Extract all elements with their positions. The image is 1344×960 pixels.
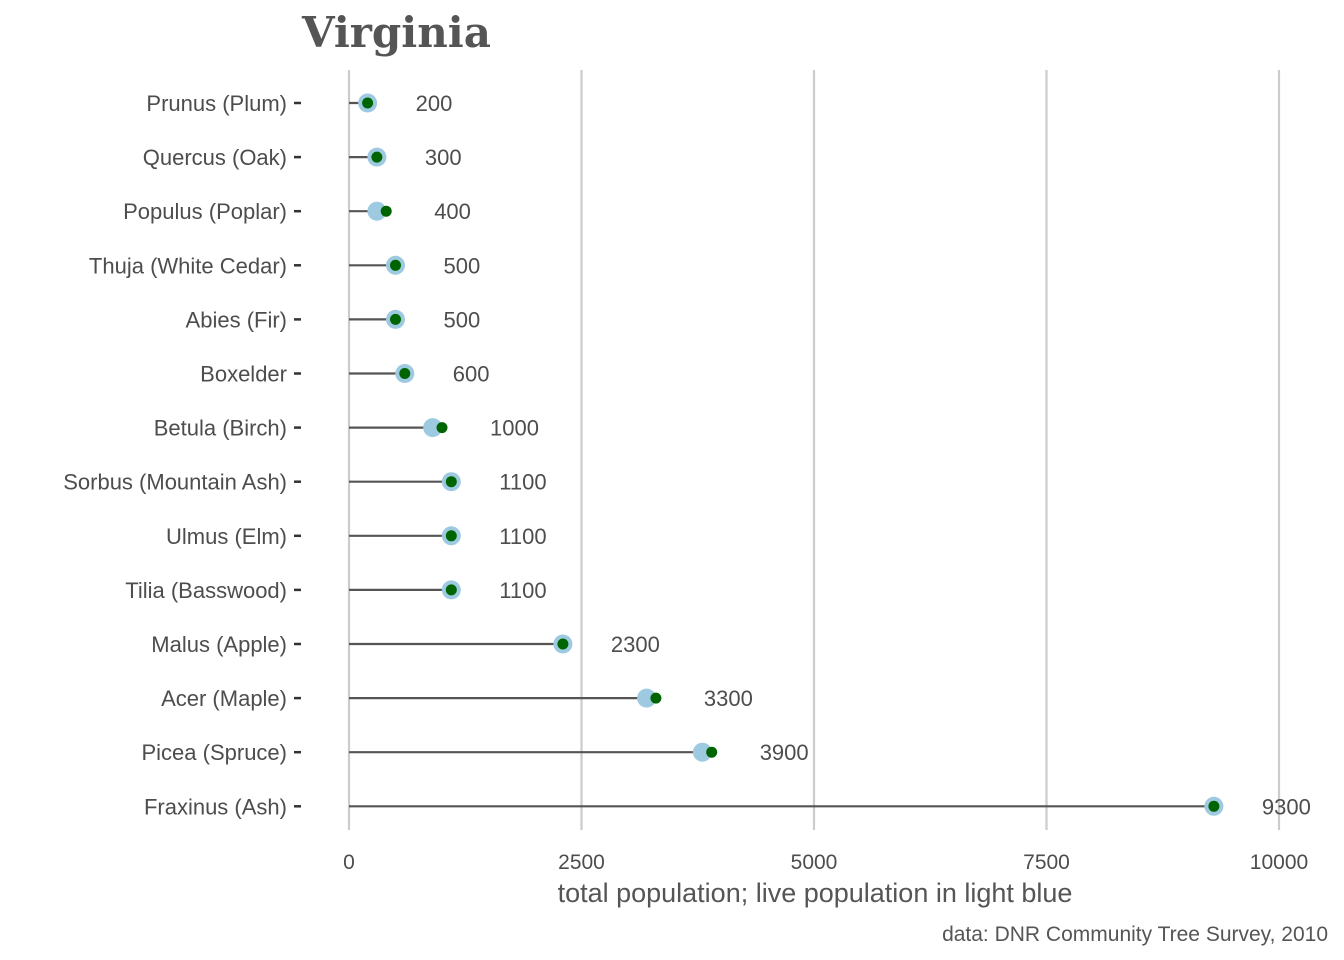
y-tick-label: Fraxinus (Ash) xyxy=(144,794,287,819)
value-label: 300 xyxy=(425,145,462,170)
total-point xyxy=(399,368,411,379)
value-label: 1100 xyxy=(499,524,546,549)
y-tick-label: Populus (Poplar) xyxy=(123,199,287,224)
y-tick-label: Tilia (Basswood) xyxy=(125,578,287,603)
y-tick-label: Prunus (Plum) xyxy=(146,91,287,116)
total-point xyxy=(390,259,401,271)
total-point xyxy=(380,205,392,217)
y-tick-label: Quercus (Oak) xyxy=(143,145,287,170)
total-point xyxy=(445,584,457,596)
total-point xyxy=(557,638,569,650)
y-tick-label: Betula (Birch) xyxy=(154,416,287,441)
value-label: 400 xyxy=(434,199,471,224)
y-tick-label: Abies (Fir) xyxy=(186,307,287,332)
live-point xyxy=(692,742,712,762)
y-tick-label: Malus (Apple) xyxy=(151,632,287,657)
x-tick-label: 2500 xyxy=(558,851,605,874)
value-label: 2300 xyxy=(611,632,660,657)
value-label: 1100 xyxy=(499,470,546,495)
total-point xyxy=(371,151,383,163)
live-point xyxy=(367,201,387,221)
value-label: 600 xyxy=(453,362,490,387)
x-gridlines xyxy=(347,70,1281,830)
x-tick-label: 10000 xyxy=(1250,851,1308,874)
total-point xyxy=(650,692,662,704)
live-point xyxy=(423,418,443,438)
caption: data: DNR Community Tree Survey, 2010 xyxy=(942,923,1328,946)
points xyxy=(358,93,1224,816)
x-tick-label: 0 xyxy=(343,851,355,874)
x-tick-label: 5000 xyxy=(791,851,838,874)
total-point xyxy=(445,476,457,488)
value-label: 500 xyxy=(444,307,481,332)
stems xyxy=(349,101,1214,808)
total-point xyxy=(362,97,374,109)
x-tick-label: 7500 xyxy=(1023,851,1070,874)
x-axis-label: total population; live population in lig… xyxy=(558,878,1073,908)
value-label: 200 xyxy=(416,91,453,116)
total-point xyxy=(390,313,401,325)
y-tick-label: Acer (Maple) xyxy=(161,686,287,711)
y-tick-label: Sorbus (Mountain Ash) xyxy=(63,470,287,495)
y-tick-label: Boxelder xyxy=(200,362,287,387)
total-point xyxy=(445,530,457,542)
live-point xyxy=(637,688,657,708)
value-label: 3900 xyxy=(760,740,809,765)
total-point xyxy=(1208,800,1220,812)
y-tick-label: Picea (Spruce) xyxy=(141,740,287,765)
value-label: 1000 xyxy=(490,416,539,441)
value-label: 500 xyxy=(444,253,481,278)
total-point xyxy=(436,422,448,434)
value-label: 1100 xyxy=(499,578,546,603)
value-label: 9300 xyxy=(1262,794,1311,819)
labels: 0 2500 5000 7500 10000 Prunus (Plum) 200 Quercu… xyxy=(63,91,1311,874)
chart-title: Virginia xyxy=(301,8,491,57)
total-point xyxy=(706,746,718,758)
y-tick-label: Ulmus (Elm) xyxy=(166,524,287,549)
y-tick-label: Thuja (White Cedar) xyxy=(89,253,287,278)
value-label: 3300 xyxy=(704,686,753,711)
